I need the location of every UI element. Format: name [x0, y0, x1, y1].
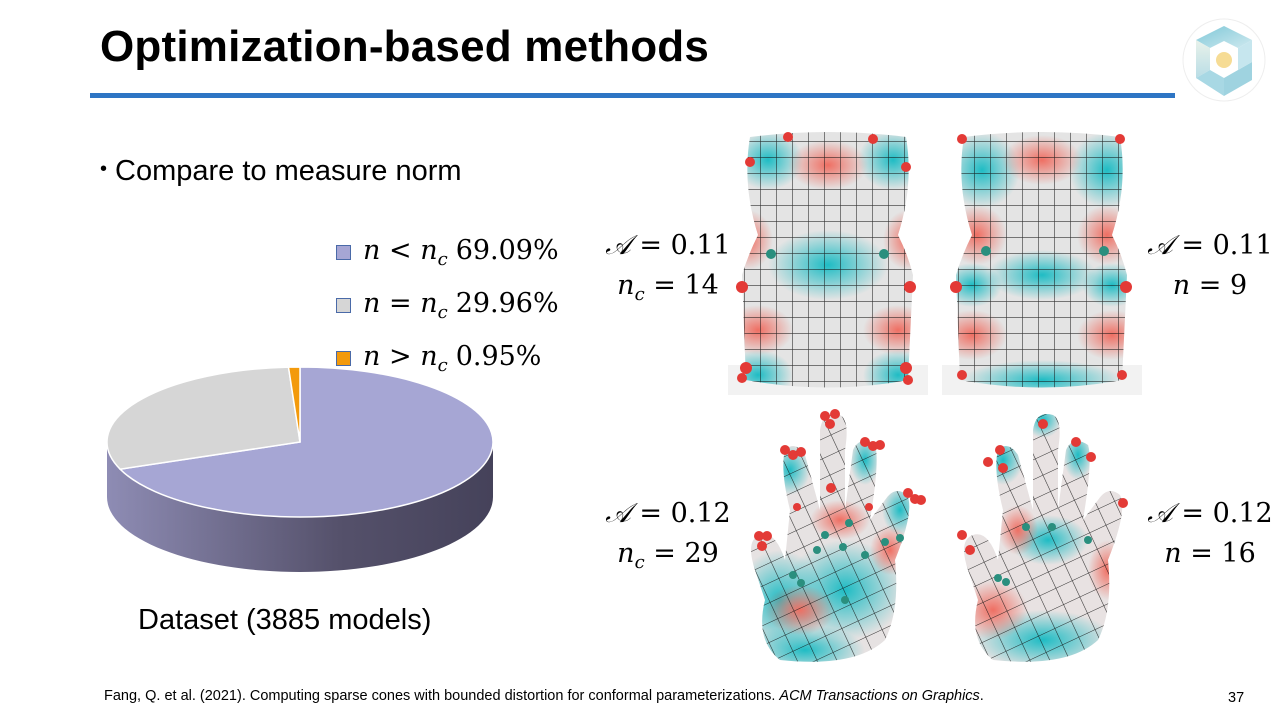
legend-label: n < nc 69.09% [363, 235, 559, 270]
legend-swatch [336, 245, 351, 260]
metric-label-hand-n: 𝒜 = 0.12 n = 16 [1147, 498, 1273, 569]
metric-label-chair-nc: 𝒜 = 0.11 nc = 14 [605, 230, 731, 305]
legend-swatch [336, 298, 351, 313]
legend-label: n = nc 29.96% [363, 288, 559, 323]
legend-item: n > nc 0.95% [336, 332, 559, 385]
page-number: 37 [1228, 690, 1245, 706]
pie-slice-0 [118, 366, 494, 518]
pie-slice-1 [106, 366, 301, 471]
legend-value: 29.96% [455, 288, 559, 319]
legend-item: n = nc 29.96% [336, 279, 559, 332]
legend-value: 69.09% [455, 235, 559, 266]
legend-item: n < nc 69.09% [336, 226, 559, 279]
chart-legend: n < nc 69.09% n = nc 29.96% n > nc 0.95% [336, 226, 559, 385]
pie-slice-2 [287, 366, 301, 443]
cube-logo-icon [1182, 18, 1266, 102]
chair-figure-n [942, 132, 1142, 395]
metric-label-chair-n: 𝒜 = 0.11 n = 9 [1147, 230, 1273, 301]
chart-caption: Dataset (3885 models) [138, 604, 432, 636]
legend-value: 0.95% [455, 341, 542, 372]
citation: Fang, Q. et al. (2021). Computing sparse… [104, 688, 984, 704]
hand-figure-nc [751, 409, 926, 662]
bullet-text: Compare to measure norm [115, 155, 462, 187]
pie-side-wall [107, 442, 493, 572]
legend-label: n > nc 0.95% [363, 341, 542, 376]
citation-journal: ACM Transactions on Graphics [779, 688, 980, 704]
slide-title: Optimization-based methods [100, 22, 710, 71]
chair-figure-nc [728, 132, 928, 395]
bullet-dot-icon: • [100, 157, 108, 180]
metric-label-hand-nc: 𝒜 = 0.12 nc = 29 [605, 498, 731, 573]
legend-swatch [336, 351, 351, 366]
hand-figure-n [957, 414, 1128, 662]
bullet-point: • Compare to measure norm [100, 155, 462, 188]
title-underline [90, 93, 1175, 98]
pie-chart [106, 366, 494, 572]
